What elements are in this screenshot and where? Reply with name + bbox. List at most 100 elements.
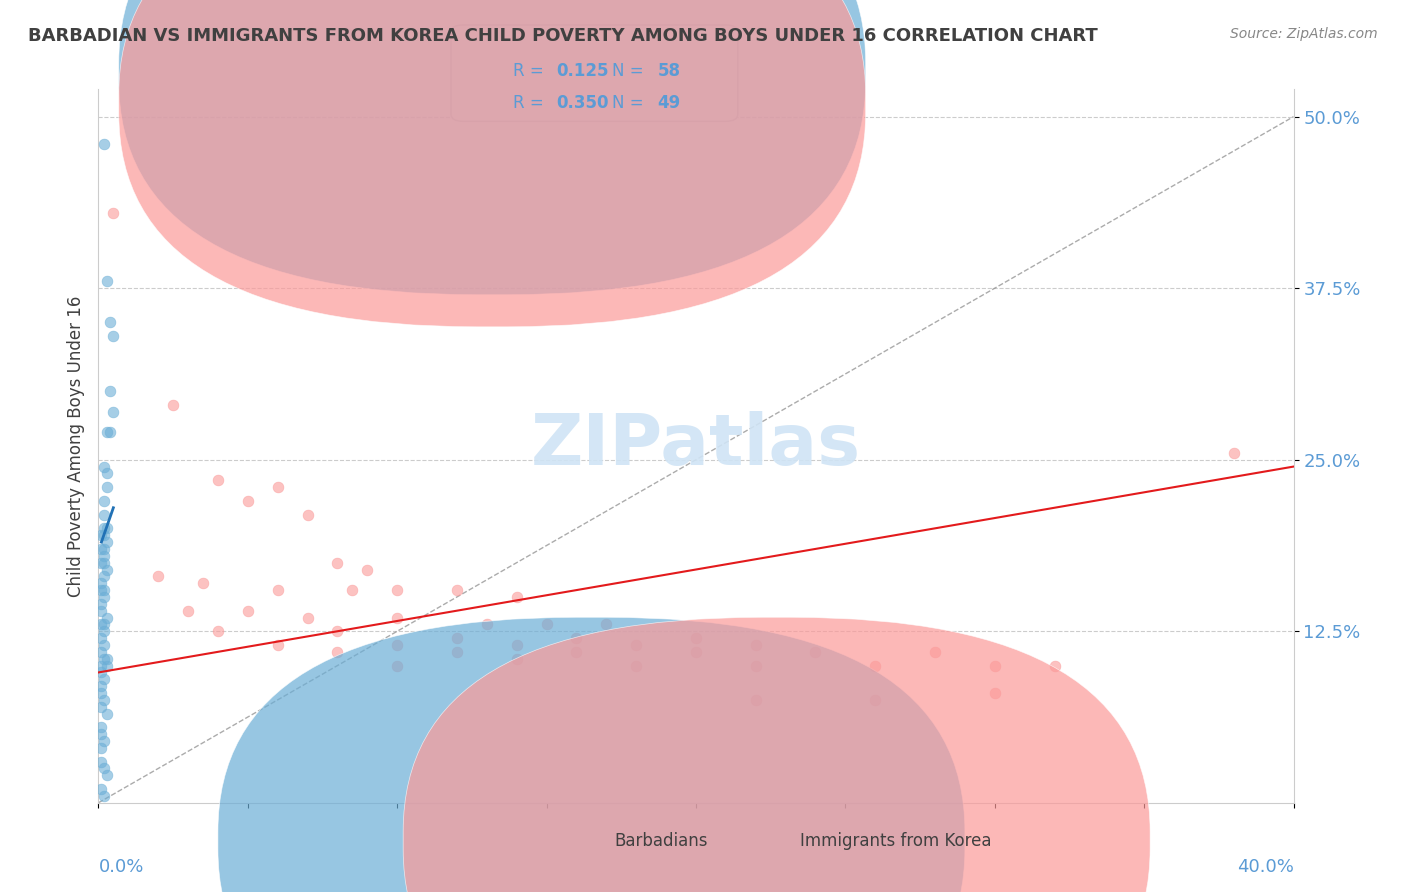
Point bbox=[93, 673, 115, 687]
Point bbox=[93, 651, 115, 665]
Point bbox=[236, 494, 259, 508]
Point bbox=[96, 425, 118, 440]
Point bbox=[90, 665, 112, 680]
Text: N =: N = bbox=[613, 62, 650, 80]
Point bbox=[446, 631, 468, 645]
Point bbox=[745, 638, 768, 652]
Point bbox=[90, 755, 112, 769]
Point bbox=[96, 521, 118, 535]
Point bbox=[96, 651, 118, 665]
FancyBboxPatch shape bbox=[118, 0, 866, 326]
Text: ZIPatlas: ZIPatlas bbox=[531, 411, 860, 481]
Point bbox=[446, 583, 468, 598]
FancyBboxPatch shape bbox=[118, 0, 866, 294]
Point bbox=[90, 631, 112, 645]
Point bbox=[924, 645, 946, 659]
Point bbox=[1043, 658, 1066, 673]
Point bbox=[385, 658, 409, 673]
Point bbox=[98, 425, 122, 440]
Point bbox=[93, 762, 115, 776]
Point bbox=[90, 617, 112, 632]
FancyBboxPatch shape bbox=[218, 617, 965, 892]
Point bbox=[865, 693, 887, 707]
FancyBboxPatch shape bbox=[404, 617, 1150, 892]
Point bbox=[93, 459, 115, 474]
Point bbox=[984, 658, 1007, 673]
Point bbox=[93, 583, 115, 598]
Point bbox=[93, 590, 115, 604]
Point bbox=[103, 329, 125, 343]
Point bbox=[90, 782, 112, 797]
Point bbox=[685, 631, 707, 645]
Point bbox=[90, 686, 112, 700]
Point bbox=[93, 556, 115, 570]
Point bbox=[90, 583, 112, 598]
Point bbox=[326, 624, 349, 639]
Point bbox=[865, 658, 887, 673]
Text: 58: 58 bbox=[658, 62, 681, 80]
Point bbox=[96, 562, 118, 576]
Point bbox=[103, 405, 125, 419]
Point bbox=[297, 508, 319, 522]
Point bbox=[506, 651, 529, 665]
Point bbox=[191, 576, 214, 591]
Point bbox=[267, 638, 290, 652]
Point bbox=[385, 583, 409, 598]
Point bbox=[804, 645, 827, 659]
Point bbox=[93, 549, 115, 563]
Point bbox=[745, 693, 768, 707]
Point bbox=[90, 727, 112, 741]
Point bbox=[90, 604, 112, 618]
Point bbox=[93, 137, 115, 152]
Point bbox=[745, 658, 768, 673]
Point bbox=[98, 316, 122, 330]
Point bbox=[90, 699, 112, 714]
Point bbox=[685, 645, 707, 659]
Point bbox=[93, 617, 115, 632]
Point bbox=[148, 569, 170, 583]
Point bbox=[475, 617, 498, 632]
Point bbox=[96, 706, 118, 721]
Point bbox=[356, 562, 378, 576]
Point bbox=[90, 645, 112, 659]
Point bbox=[297, 610, 319, 624]
Point bbox=[93, 508, 115, 522]
Text: Immigrants from Korea: Immigrants from Korea bbox=[800, 831, 991, 849]
Point bbox=[565, 645, 588, 659]
Point bbox=[93, 734, 115, 748]
Point bbox=[595, 617, 617, 632]
Point bbox=[93, 638, 115, 652]
Point bbox=[93, 541, 115, 556]
Point bbox=[93, 789, 115, 803]
Point bbox=[626, 658, 648, 673]
Point bbox=[177, 604, 200, 618]
Text: 40.0%: 40.0% bbox=[1237, 858, 1294, 876]
Point bbox=[96, 467, 118, 481]
Y-axis label: Child Poverty Among Boys Under 16: Child Poverty Among Boys Under 16 bbox=[66, 295, 84, 597]
Point bbox=[90, 541, 112, 556]
Point bbox=[93, 528, 115, 542]
Point bbox=[93, 693, 115, 707]
Point bbox=[506, 638, 529, 652]
Point bbox=[96, 535, 118, 549]
Point bbox=[207, 624, 229, 639]
FancyBboxPatch shape bbox=[451, 25, 738, 121]
Text: R =: R = bbox=[513, 95, 550, 112]
Point bbox=[96, 768, 118, 782]
Point bbox=[90, 720, 112, 734]
Point bbox=[93, 624, 115, 639]
Text: R =: R = bbox=[513, 62, 550, 80]
Point bbox=[236, 604, 259, 618]
Text: 0.125: 0.125 bbox=[557, 62, 609, 80]
Point bbox=[96, 480, 118, 494]
Text: Source: ZipAtlas.com: Source: ZipAtlas.com bbox=[1230, 27, 1378, 41]
Point bbox=[385, 638, 409, 652]
Point bbox=[90, 679, 112, 693]
Point bbox=[98, 384, 122, 398]
Point bbox=[96, 658, 118, 673]
Point bbox=[96, 610, 118, 624]
Point bbox=[93, 494, 115, 508]
Point bbox=[385, 610, 409, 624]
Point bbox=[103, 205, 125, 219]
Text: 0.350: 0.350 bbox=[557, 95, 609, 112]
